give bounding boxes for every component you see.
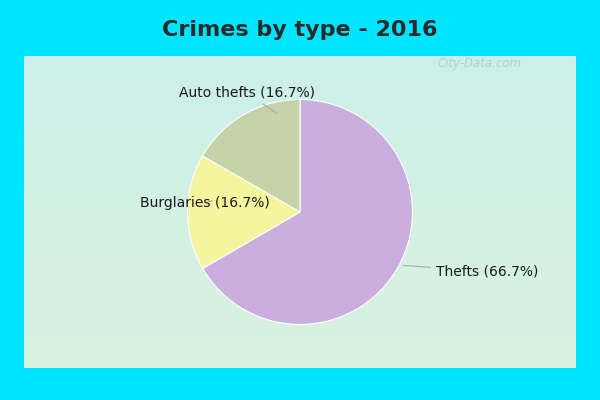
- Text: Auto thefts (16.7%): Auto thefts (16.7%): [179, 86, 315, 113]
- Text: City-Data.com: City-Data.com: [438, 58, 522, 70]
- Wedge shape: [203, 100, 412, 324]
- Text: Crimes by type - 2016: Crimes by type - 2016: [162, 20, 438, 40]
- Text: Burglaries (16.7%): Burglaries (16.7%): [140, 196, 270, 210]
- Wedge shape: [203, 100, 300, 212]
- Wedge shape: [188, 156, 300, 268]
- Text: Thefts (66.7%): Thefts (66.7%): [403, 264, 539, 278]
